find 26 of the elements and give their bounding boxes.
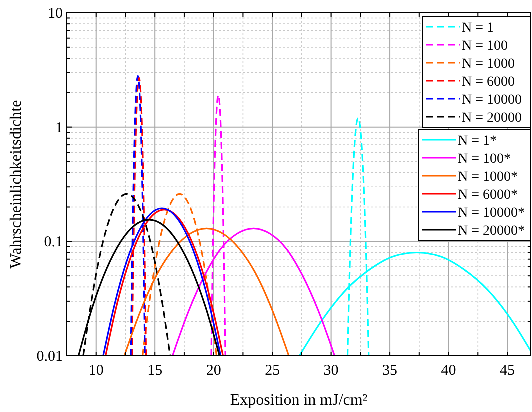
y-axis-title: Wahrscheinlichkeitsdichte (8, 100, 25, 269)
legend-label: N = 6000 (462, 75, 516, 90)
y-tick-label: 0.01 (36, 349, 63, 365)
legend-label: N = 1 (462, 21, 494, 36)
y-tick-label: 10 (48, 6, 63, 22)
x-tick-label: 10 (88, 363, 104, 379)
legend-label: N = 1* (458, 134, 498, 149)
x-tick-label: 25 (265, 363, 280, 379)
legend-label: N = 6000* (458, 188, 518, 203)
legend-label: N = 100 (462, 39, 508, 54)
x-tick-label: 30 (324, 363, 339, 379)
legend-label: N = 1000 (462, 57, 516, 72)
x-axis-title: Exposition in mJ/cm² (230, 392, 368, 409)
x-tick-label: 45 (500, 363, 516, 379)
x-tick-label: 20 (206, 363, 222, 379)
y-tick-label: 0.1 (44, 234, 63, 251)
x-tick-label: 35 (382, 363, 398, 379)
legend-label: N = 10000 (462, 93, 522, 108)
legend-label: N = 20000 (462, 111, 522, 126)
legend-label: N = 1000* (458, 170, 518, 185)
x-tick-label: 40 (441, 363, 456, 379)
legend-label: N = 100* (458, 152, 512, 167)
y-tick-label: 1 (56, 120, 63, 136)
legend-label: N = 20000* (458, 224, 526, 239)
legend-label: N = 10000* (458, 206, 526, 221)
x-tick-label: 15 (148, 363, 163, 379)
